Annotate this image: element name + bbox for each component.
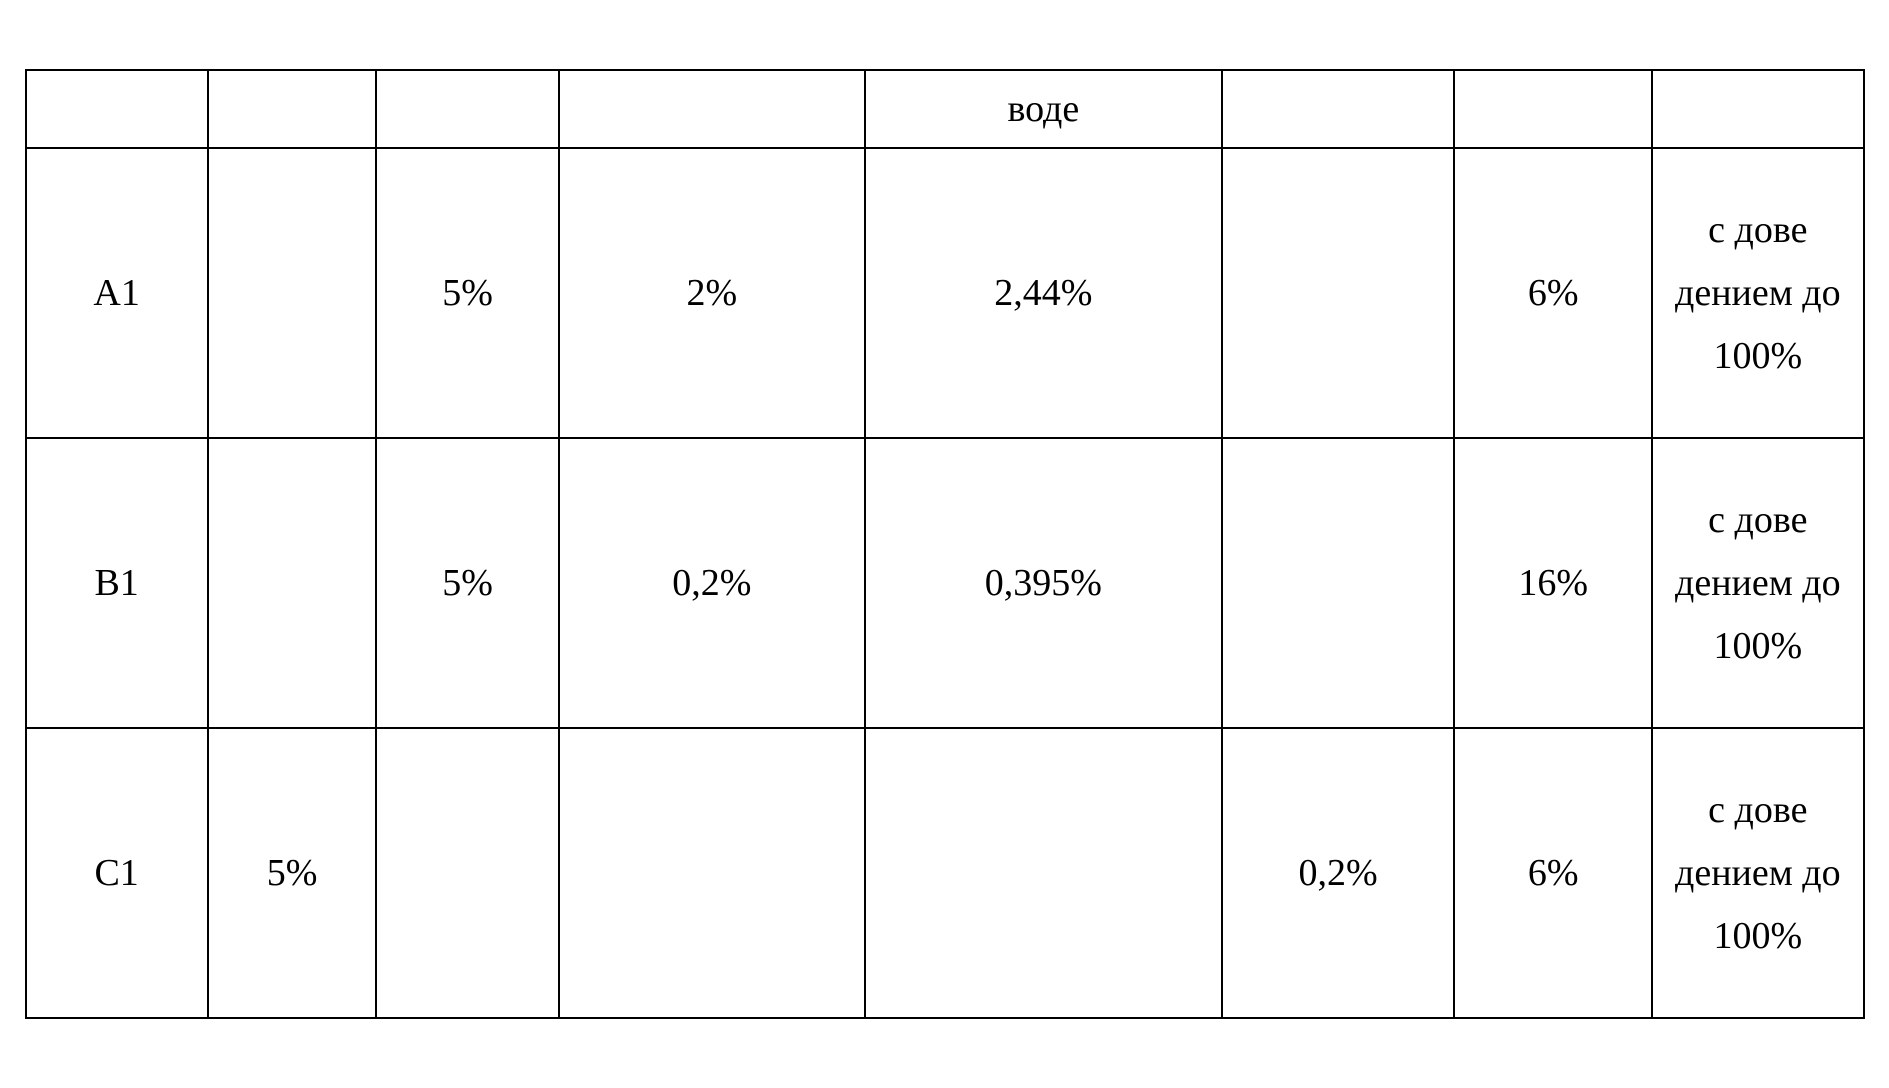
table-cell: B1 bbox=[26, 438, 208, 728]
table-cell: 0,395% bbox=[865, 438, 1222, 728]
table-row: A1 5% 2% 2,44% 6% с дове дением до 100% bbox=[26, 148, 1864, 438]
table-header-row: воде bbox=[26, 70, 1864, 149]
table-cell bbox=[208, 438, 377, 728]
table-cell: 6% bbox=[1454, 728, 1652, 1018]
table-header-cell bbox=[1222, 70, 1455, 149]
table-header-cell bbox=[208, 70, 377, 149]
table-header-cell bbox=[376, 70, 558, 149]
table-cell: 2,44% bbox=[865, 148, 1222, 438]
table-cell bbox=[865, 728, 1222, 1018]
data-table: воде A1 5% 2% 2,44% 6% с дове дением до … bbox=[25, 69, 1865, 1020]
table-cell: 5% bbox=[376, 148, 558, 438]
table-cell: 5% bbox=[376, 438, 558, 728]
table-cell: 0,2% bbox=[1222, 728, 1455, 1018]
table-row: C1 5% 0,2% 6% с дове дением до 100% bbox=[26, 728, 1864, 1018]
table-cell bbox=[376, 728, 558, 1018]
table-cell: 16% bbox=[1454, 438, 1652, 728]
table-header-cell bbox=[559, 70, 865, 149]
table-cell bbox=[1222, 438, 1455, 728]
table-cell: с дове дением до 100% bbox=[1652, 148, 1863, 438]
table-cell bbox=[208, 148, 377, 438]
table-cell: 6% bbox=[1454, 148, 1652, 438]
table-header-cell bbox=[1454, 70, 1652, 149]
table-cell: 5% bbox=[208, 728, 377, 1018]
table-row: B1 5% 0,2% 0,395% 16% с дове дением до 1… bbox=[26, 438, 1864, 728]
table-cell: с дове дением до 100% bbox=[1652, 438, 1863, 728]
table-cell bbox=[1222, 148, 1455, 438]
table-cell: 2% bbox=[559, 148, 865, 438]
table-cell: C1 bbox=[26, 728, 208, 1018]
table-cell: 0,2% bbox=[559, 438, 865, 728]
table-cell: A1 bbox=[26, 148, 208, 438]
table-header-cell bbox=[26, 70, 208, 149]
table-cell bbox=[559, 728, 865, 1018]
table-container: воде A1 5% 2% 2,44% 6% с дове дением до … bbox=[25, 69, 1865, 1020]
table-header-cell: воде bbox=[865, 70, 1222, 149]
table-cell: с дове дением до 100% bbox=[1652, 728, 1863, 1018]
table-header-cell bbox=[1652, 70, 1863, 149]
